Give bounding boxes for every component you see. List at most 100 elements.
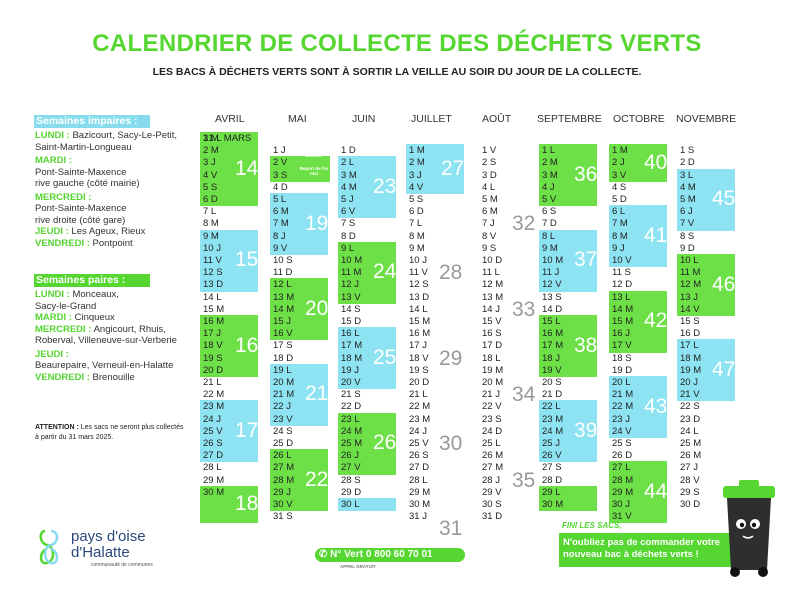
day-cell: 5 M	[680, 194, 696, 205]
day-cell: 25 V	[409, 438, 429, 449]
day-cell: 27 J	[680, 462, 698, 474]
collection-week-block	[677, 254, 735, 316]
day-cell: 31 L MARS	[203, 133, 252, 144]
day-cell: 11 L	[482, 267, 500, 279]
week-number: 21	[305, 382, 329, 406]
day-cell: 24 L	[680, 425, 699, 437]
day-cell: 14 D	[542, 303, 563, 315]
day-cell: 18 V	[409, 352, 429, 364]
legend-communes: Monceaux,	[69, 289, 119, 300]
phone-icon: ✆	[319, 549, 328, 560]
numero-vert-badge: ✆ N° Vert 0 800 60 70 01	[315, 548, 465, 562]
month-header: JUIN	[352, 113, 376, 125]
month-header: SEPTEMBRE	[537, 113, 602, 125]
day-cell: 4 V	[203, 169, 218, 181]
day-cell: 23 S	[482, 413, 502, 425]
day-cell: 12 D	[612, 279, 633, 291]
day-cell: 7 J	[482, 218, 495, 230]
day-cell: 15 V	[482, 316, 502, 327]
day-cell: 7 S	[341, 218, 356, 230]
day-cell: 21 L	[409, 389, 428, 401]
week-number: 42	[644, 309, 668, 333]
legend-line: Roberval, Villeneuve-sur-Verberie	[35, 335, 215, 347]
day-cell: 29 J	[273, 486, 291, 498]
day-cell: 9 V	[273, 242, 288, 254]
day-cell: 5 S	[203, 181, 218, 193]
legend-day: LUNDI :	[35, 130, 70, 141]
day-cell: 16 L	[341, 328, 360, 340]
day-cell: 31 J	[409, 511, 427, 523]
legend-communes: Saint-Martin-Longueau	[35, 141, 132, 153]
day-cell: 12 L	[273, 279, 292, 291]
collection-week-block	[609, 290, 667, 353]
day-cell: 30 L	[341, 499, 360, 510]
legend-line: MERCREDI :	[35, 192, 215, 204]
day-cell: 23 L	[341, 413, 360, 425]
day-cell: 16 V	[273, 328, 293, 340]
order-bin-message: N'oubliez pas de commander votre nouveau…	[559, 533, 734, 567]
day-cell: 1 M	[203, 133, 219, 144]
week-number: 45	[712, 187, 736, 211]
day-cell: 3 L	[680, 169, 694, 181]
day-cell: 11 J	[542, 267, 560, 279]
day-cell: 18 L	[482, 352, 501, 364]
legend-communes: Les Ageux, Rieux	[68, 226, 146, 237]
day-cell: 14 S	[341, 303, 361, 315]
day-cell: 22 M	[409, 401, 431, 413]
day-cell: 14 L	[203, 291, 222, 303]
collection-week-block	[270, 278, 328, 341]
legend-communes: Roberval, Villeneuve-sur-Verberie	[35, 335, 177, 346]
day-cell: 12 S	[203, 267, 223, 279]
day-cell: 19 D	[612, 364, 633, 376]
week-number: 16	[235, 333, 259, 357]
day-cell: 23 M	[542, 413, 564, 425]
day-cell: 14 J	[482, 303, 500, 315]
day-cell: 11 D	[273, 267, 293, 279]
day-cell: 21 L	[203, 377, 222, 388]
day-cell: 24 S	[273, 425, 293, 437]
day-cell: 9 M	[203, 230, 219, 242]
pays-oise-halatte-logo: pays d'oise d'Halatte communauté de comm…	[39, 528, 153, 568]
day-cell: 2 D	[680, 157, 695, 169]
legend-communes: Pont-Sainte-Maxence	[35, 203, 127, 214]
legend-line: Saint-Martin-Longueau	[35, 142, 215, 154]
legend-day: MARDI :	[35, 312, 72, 323]
day-cell: 12 M	[482, 279, 504, 291]
day-cell: 4 M	[341, 181, 357, 193]
month-header: JUILLET	[411, 113, 452, 125]
day-cell: 9 M	[409, 242, 425, 254]
day-cell: 23 J	[612, 413, 630, 425]
legend-communes: Sacy-le-Grand	[35, 300, 97, 312]
day-cell: 24 J	[409, 425, 427, 437]
fini-les-sacs: FINI LES SACS,	[562, 521, 622, 530]
day-cell: 30 M	[542, 499, 564, 510]
day-cell: 11 M	[341, 267, 362, 279]
day-cell: 25 L	[482, 438, 501, 449]
week-number: 17	[235, 418, 259, 442]
day-cell: 12 V	[542, 279, 562, 291]
day-cell: 17 M	[341, 340, 363, 352]
day-cell: 18 D	[273, 352, 294, 364]
day-cell: 15 S	[680, 316, 700, 327]
day-cell: 27 V	[341, 462, 361, 474]
day-cell: 2 L	[341, 157, 355, 169]
day-cell: 5 V	[542, 194, 557, 205]
day-cell: 24 V	[612, 425, 632, 437]
day-cell: 2 M	[542, 157, 558, 169]
day-cell: 4 L	[482, 181, 496, 193]
week-number: 29	[439, 346, 463, 370]
collection-week-block	[200, 132, 258, 207]
day-cell: 30 M	[203, 486, 225, 498]
odd-weeks-heading: Semaines impaires :	[34, 115, 150, 128]
green-waste-bin-icon	[723, 480, 775, 577]
day-cell: 15 D	[341, 316, 362, 327]
page-subtitle: LES BACS À DÉCHETS VERTS SONT À SORTIR L…	[152, 66, 642, 78]
day-cell: 29 L	[542, 486, 561, 498]
day-cell: 24 J	[203, 413, 221, 425]
day-cell: 27 L	[612, 462, 631, 474]
even-weeks-list: LUNDI : Monceaux, Sacy-le-Grand MARDI : Ci…	[35, 289, 215, 383]
attention-text: Les sacs ne seront plus collectés à part…	[35, 424, 184, 441]
week-number: 28	[439, 261, 463, 285]
legend-line: LUNDI : Monceaux,	[35, 289, 215, 301]
day-cell: 23 D	[680, 413, 701, 425]
